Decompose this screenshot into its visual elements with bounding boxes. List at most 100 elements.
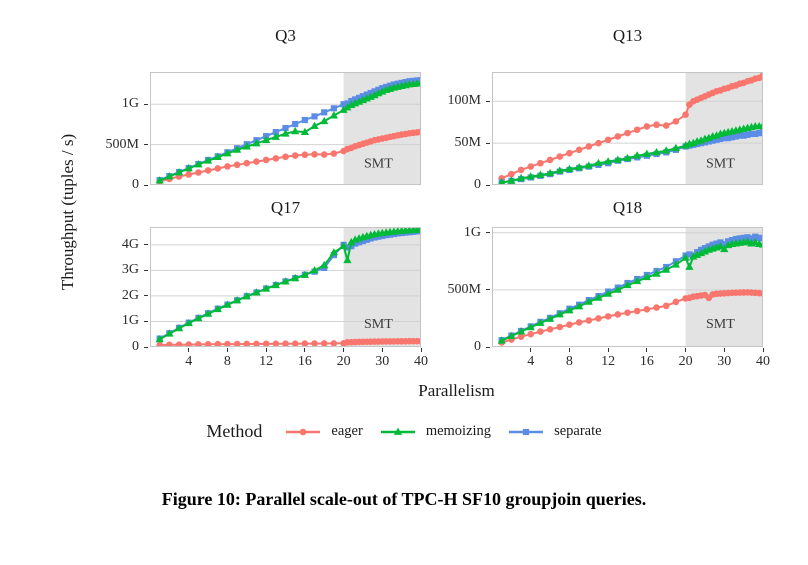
circle-marker — [262, 156, 270, 164]
y-tick-label: 2G — [122, 287, 148, 305]
x-tick-text: 8 — [223, 354, 231, 369]
y-tick-label: 0 — [474, 176, 490, 194]
circle-marker — [585, 143, 593, 150]
circle-marker — [643, 123, 651, 130]
circle-marker — [291, 152, 299, 159]
triangle-marker — [184, 318, 193, 327]
y-tick-mark — [144, 269, 148, 271]
legend-label-memoizing: memoizing — [425, 423, 492, 439]
circle-marker — [185, 171, 193, 178]
q17-x-axis: 4 8 12 16 20 30 40 — [150, 348, 428, 376]
circle-marker — [585, 317, 593, 324]
triangle-marker — [242, 292, 251, 300]
triangle-marker — [671, 143, 680, 152]
square-marker — [522, 428, 530, 435]
x-tick-text: 30 — [375, 354, 390, 369]
circle-marker — [243, 159, 251, 167]
circle-marker — [653, 304, 660, 311]
triangle-marker — [416, 78, 421, 87]
triangle-marker — [507, 331, 516, 340]
triangle-marker — [343, 103, 352, 111]
eager-series — [498, 72, 763, 182]
circle-marker — [517, 166, 525, 174]
triangle-marker — [203, 156, 213, 164]
smt-label: SMT — [364, 157, 393, 172]
x-tick-label: 40 — [406, 348, 436, 370]
circle-marker — [546, 325, 554, 333]
q18-x-axis: 4 8 12 16 20 30 40 — [492, 348, 770, 376]
x-axis-label: Parallelism — [418, 381, 495, 400]
triangle-marker — [291, 126, 300, 135]
triangle-marker — [339, 105, 348, 113]
panel-title-q17: Q17 — [270, 198, 301, 217]
q17-y-axis: 0 1G 2G 3G 4G — [93, 227, 148, 354]
x-tick-mark — [226, 348, 228, 352]
circle-marker — [301, 340, 309, 347]
x-tick-mark — [265, 348, 267, 352]
triangle-marker — [516, 173, 526, 182]
circle-marker — [195, 341, 202, 347]
triangle-marker — [233, 145, 242, 153]
circle-marker — [537, 159, 544, 167]
square-marker — [748, 235, 755, 242]
circle-marker — [604, 136, 612, 144]
x-tick-label: 20 — [671, 348, 701, 370]
triangle-marker — [497, 336, 506, 344]
triangle-marker — [642, 272, 651, 281]
circle-marker — [556, 323, 564, 331]
memoizing-series — [155, 78, 421, 184]
smt-region — [343, 227, 421, 347]
x-tick-text: 12 — [601, 354, 616, 369]
square-marker — [340, 101, 347, 108]
y-tick-text: 500M — [447, 281, 481, 297]
legend-item-memoizing: memoizing — [379, 423, 491, 440]
y-tick-text: 0 — [132, 339, 139, 354]
x-tick-mark — [420, 348, 422, 352]
circle-marker — [633, 307, 641, 315]
triangle-marker — [671, 260, 680, 268]
square-marker — [744, 131, 751, 138]
circle-marker — [195, 169, 202, 176]
triangle-marker — [194, 160, 203, 168]
x-tick-mark — [723, 348, 725, 352]
x-tick-label: 16 — [632, 348, 662, 370]
triangle-marker — [526, 172, 535, 180]
square-marker — [728, 134, 736, 141]
circle-marker — [272, 155, 280, 162]
x-tick-mark — [568, 348, 570, 352]
circle-marker — [185, 341, 193, 347]
square-marker — [272, 129, 279, 136]
circle-marker — [330, 340, 338, 347]
y-tick-text: 0 — [474, 339, 481, 354]
y-tick-mark — [144, 144, 148, 146]
q17-plot: SMT — [150, 227, 421, 347]
square-marker — [752, 130, 759, 138]
circle-marker — [320, 151, 328, 158]
y-tick-label: 500M — [106, 136, 148, 154]
triangle-marker — [575, 302, 584, 310]
circle-marker — [653, 121, 660, 129]
y-tick-text: 1G — [463, 224, 481, 240]
panel-title-q18: Q18 — [612, 198, 643, 217]
y-tick-mark — [486, 184, 490, 186]
x-tick-label: 12 — [251, 348, 281, 370]
triangle-marker — [213, 304, 222, 313]
triangle-marker — [633, 276, 642, 285]
triangle-marker — [252, 139, 261, 147]
triangle-marker — [300, 127, 309, 136]
y-tick-mark — [486, 346, 490, 348]
x-tick-mark — [381, 348, 383, 352]
triangle-marker — [652, 147, 661, 156]
x-tick-mark — [530, 348, 532, 352]
y-tick-mark — [144, 103, 148, 105]
circle-marker — [166, 341, 173, 347]
y-tick-label: 0 — [132, 338, 148, 356]
panel-border — [492, 227, 763, 347]
y-tick-mark — [486, 232, 490, 234]
x-tick-label: 16 — [290, 348, 320, 370]
circle-marker — [566, 149, 573, 157]
triangle-marker — [662, 146, 671, 154]
square-marker — [352, 240, 359, 247]
circle-marker — [643, 305, 651, 313]
